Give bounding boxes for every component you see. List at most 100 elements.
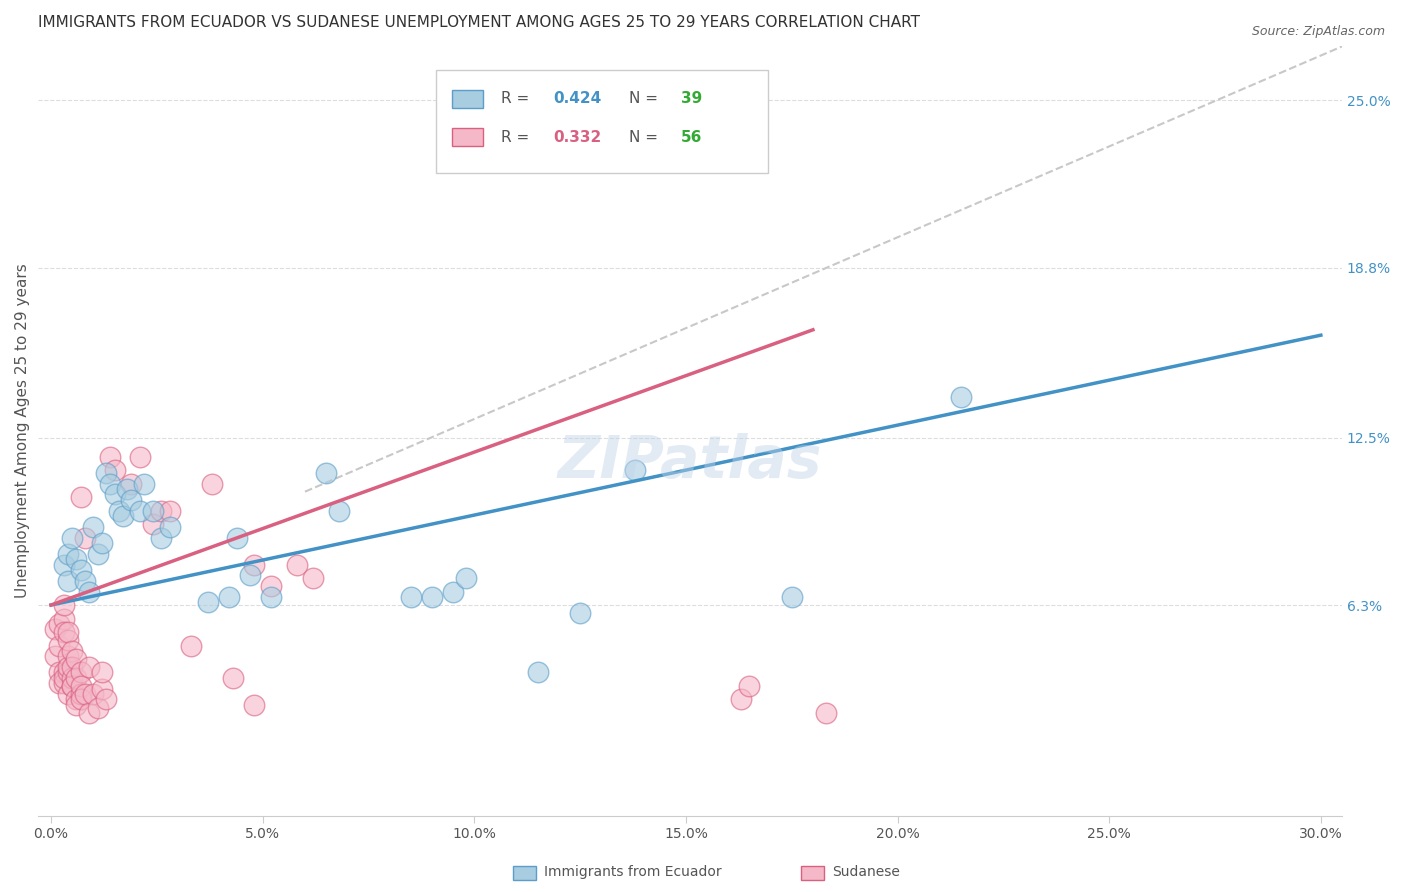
Point bbox=[201, 476, 224, 491]
Point bbox=[65, 652, 87, 666]
Point bbox=[52, 676, 75, 690]
Text: 56: 56 bbox=[681, 129, 703, 145]
Point bbox=[454, 571, 477, 585]
Point bbox=[60, 660, 83, 674]
Point bbox=[90, 681, 112, 696]
Point bbox=[150, 503, 173, 517]
Text: N =: N = bbox=[628, 91, 662, 106]
Text: Immigrants from Ecuador: Immigrants from Ecuador bbox=[544, 865, 721, 880]
Point bbox=[56, 649, 79, 664]
Point bbox=[103, 463, 125, 477]
Point bbox=[56, 625, 79, 640]
Text: 0.332: 0.332 bbox=[554, 129, 602, 145]
Text: ZIPatlas: ZIPatlas bbox=[558, 434, 823, 491]
Point bbox=[65, 552, 87, 566]
Point bbox=[60, 679, 83, 693]
Point bbox=[48, 665, 70, 680]
Point bbox=[315, 466, 337, 480]
Point bbox=[86, 547, 108, 561]
Point bbox=[73, 531, 96, 545]
Point bbox=[56, 687, 79, 701]
Point bbox=[65, 698, 87, 712]
Point bbox=[129, 503, 152, 517]
Point bbox=[218, 590, 240, 604]
FancyBboxPatch shape bbox=[436, 70, 769, 173]
Point bbox=[420, 590, 443, 604]
Text: Source: ZipAtlas.com: Source: ZipAtlas.com bbox=[1251, 25, 1385, 38]
Text: IMMIGRANTS FROM ECUADOR VS SUDANESE UNEMPLOYMENT AMONG AGES 25 TO 29 YEARS CORRE: IMMIGRANTS FROM ECUADOR VS SUDANESE UNEM… bbox=[38, 15, 921, 30]
Point bbox=[90, 536, 112, 550]
Point bbox=[52, 671, 75, 685]
Point bbox=[52, 598, 75, 612]
Point bbox=[260, 590, 283, 604]
Y-axis label: Unemployment Among Ages 25 to 29 years: Unemployment Among Ages 25 to 29 years bbox=[15, 264, 30, 599]
Point bbox=[180, 639, 202, 653]
Point bbox=[780, 590, 803, 604]
Text: 39: 39 bbox=[681, 91, 703, 106]
Point bbox=[82, 687, 104, 701]
Point bbox=[69, 687, 91, 701]
Point bbox=[82, 520, 104, 534]
Point bbox=[48, 639, 70, 653]
Point bbox=[527, 665, 550, 680]
Point bbox=[52, 665, 75, 680]
Point bbox=[222, 671, 245, 685]
Point bbox=[569, 606, 592, 620]
Point bbox=[77, 706, 100, 720]
Point bbox=[56, 547, 79, 561]
Text: Sudanese: Sudanese bbox=[832, 865, 900, 880]
Point bbox=[56, 633, 79, 648]
Point bbox=[77, 660, 100, 674]
Point bbox=[738, 679, 761, 693]
Point bbox=[302, 571, 325, 585]
Point bbox=[814, 706, 837, 720]
Point bbox=[134, 476, 156, 491]
Point bbox=[48, 616, 70, 631]
Point bbox=[69, 692, 91, 706]
Point bbox=[129, 450, 152, 464]
Point bbox=[111, 508, 134, 523]
Point bbox=[44, 623, 66, 637]
Point bbox=[65, 692, 87, 706]
Point bbox=[56, 665, 79, 680]
Point bbox=[60, 531, 83, 545]
Text: R =: R = bbox=[501, 129, 534, 145]
Point bbox=[60, 679, 83, 693]
Point bbox=[73, 574, 96, 588]
Point bbox=[624, 463, 647, 477]
Point bbox=[239, 568, 262, 582]
Point bbox=[90, 665, 112, 680]
Point bbox=[243, 558, 266, 572]
Point bbox=[48, 676, 70, 690]
Text: 0.424: 0.424 bbox=[554, 91, 602, 106]
Point bbox=[107, 503, 129, 517]
Point bbox=[56, 574, 79, 588]
Point bbox=[328, 503, 350, 517]
Point bbox=[52, 625, 75, 640]
Point bbox=[94, 466, 117, 480]
Point bbox=[77, 584, 100, 599]
Text: R =: R = bbox=[501, 91, 534, 106]
Point bbox=[60, 671, 83, 685]
Point bbox=[98, 450, 121, 464]
Text: N =: N = bbox=[628, 129, 662, 145]
Point bbox=[441, 584, 464, 599]
Point bbox=[65, 671, 87, 685]
Point bbox=[285, 558, 308, 572]
Point bbox=[150, 531, 173, 545]
Point bbox=[98, 476, 121, 491]
Point bbox=[950, 390, 973, 404]
Point bbox=[142, 503, 165, 517]
Point bbox=[69, 490, 91, 504]
FancyBboxPatch shape bbox=[451, 128, 482, 146]
Point bbox=[159, 503, 181, 517]
Point bbox=[243, 698, 266, 712]
Point bbox=[159, 520, 181, 534]
Point bbox=[69, 563, 91, 577]
Point bbox=[52, 558, 75, 572]
Point bbox=[142, 517, 165, 532]
Point bbox=[94, 692, 117, 706]
Point bbox=[115, 482, 138, 496]
Point bbox=[52, 611, 75, 625]
Point bbox=[120, 492, 142, 507]
